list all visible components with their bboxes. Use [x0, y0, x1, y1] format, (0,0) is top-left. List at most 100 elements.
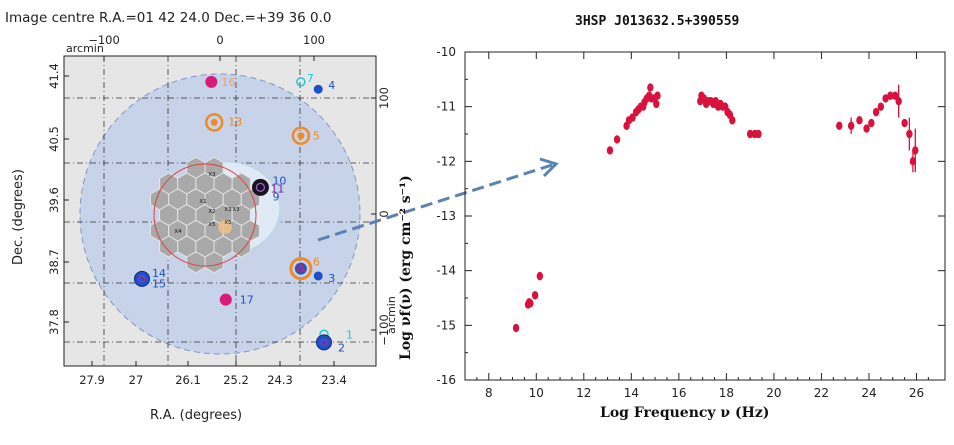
source-label: 10: [272, 174, 286, 187]
sed-point: [863, 124, 870, 133]
source-label: 2: [338, 341, 345, 354]
sed-point: [746, 129, 754, 139]
sed-x-tick-label: 8: [485, 386, 493, 400]
sed-point: [909, 157, 917, 166]
source-label: 7: [307, 72, 314, 85]
sed-x-tick-label: 10: [529, 386, 544, 400]
sed-point: [872, 107, 880, 117]
sed-point: [755, 129, 762, 139]
sed-x-tick-label: 26: [909, 386, 924, 400]
source-inner-ring: [255, 182, 266, 192]
sed-point: [847, 121, 855, 130]
top-axis-unit: arcmin: [66, 42, 104, 55]
sed-data-points: [512, 83, 919, 333]
source-label: 4: [328, 79, 335, 92]
sed-point: [647, 83, 654, 92]
right-axis-unit: arcmin: [385, 296, 398, 334]
source-label: 6: [313, 256, 320, 269]
source-ring: [291, 126, 311, 145]
y-tick-label: 37.8: [47, 309, 61, 335]
hex-label: X5: [224, 220, 232, 226]
sed-x-tick-label: 24: [861, 386, 876, 400]
y-tick-label: 39.6: [47, 187, 61, 213]
source-3: 3: [313, 271, 335, 285]
search-radius-circle: [153, 163, 257, 267]
source-7: 7: [296, 72, 314, 87]
hex-label: X3: [224, 207, 232, 213]
sed-point: [836, 121, 843, 130]
sed-point: [729, 116, 736, 125]
hex-label: X2: [208, 209, 215, 215]
sed-point: [653, 99, 660, 109]
map-y-axis-label: Dec. (degrees): [11, 169, 26, 265]
sed-x-tick-label: 14: [624, 386, 639, 400]
hexagon-tiling: [150, 156, 260, 274]
hexagon-tile: [204, 251, 224, 274]
top-tick-label: −100: [88, 33, 120, 47]
source-dot: [134, 270, 150, 287]
sed-title: 3HSP J013632.5+390559: [575, 14, 739, 29]
central-source-marker: [218, 220, 232, 234]
source-label: 14: [152, 267, 166, 280]
y-tick-label: 41.4: [47, 63, 61, 89]
source-dot: [313, 84, 323, 94]
x-tick-label: 23.4: [321, 373, 347, 387]
sed-point: [887, 91, 894, 100]
source-16: 16: [205, 75, 235, 89]
source-2: 2: [316, 334, 345, 354]
source-dot: [210, 118, 218, 126]
sed-point: [606, 146, 614, 155]
hex-label: X5: [208, 222, 216, 228]
source-label: 16: [221, 76, 235, 89]
source-10: 10: [251, 174, 286, 196]
source-11: 11: [270, 183, 284, 196]
x-tick-label: 24.3: [267, 373, 293, 387]
sed-y-tick-label: -16: [436, 373, 456, 387]
sed-y-tick-label: -14: [436, 264, 456, 278]
source-dot: [251, 178, 269, 196]
hexagon-tile: [186, 251, 206, 274]
source-label: 9: [272, 191, 279, 204]
sed-point: [912, 146, 919, 155]
sed-point: [512, 323, 520, 333]
sed-point: [527, 299, 534, 308]
source-ring: [296, 77, 306, 87]
top-tick-label: 0: [216, 33, 223, 47]
source-15: 15: [152, 277, 166, 290]
source-4: 4: [313, 79, 335, 94]
hex-label: X4: [174, 229, 182, 235]
source-dot: [316, 334, 332, 351]
sed-y-tick-label: -10: [436, 45, 456, 59]
source-5: 5: [291, 126, 320, 145]
sed-y-tick-label: -13: [436, 209, 456, 223]
sed-x-tick-label: 20: [766, 386, 781, 400]
right-tick-label: 0: [377, 210, 391, 217]
source-14: 14: [134, 267, 166, 287]
sed-x-tick-label: 18: [719, 386, 734, 400]
x-tick-label: 25.2: [223, 373, 249, 387]
x-tick-label: 26.1: [175, 373, 201, 387]
sed-x-axis-label: Log Frequency ν (Hz): [600, 405, 769, 421]
source-triangle: [296, 263, 306, 272]
sed-y-axis-label: Log νf(ν) (erg cm⁻² s⁻¹): [398, 175, 414, 360]
source-13: 13: [204, 113, 242, 132]
sed-point: [654, 91, 661, 100]
sed-point: [906, 129, 913, 139]
source-label: 13: [228, 115, 242, 128]
sed-y-tick-label: -12: [436, 154, 456, 168]
source-6: 6: [289, 256, 320, 281]
source-label: 15: [152, 277, 166, 290]
source-label: 1: [346, 328, 353, 341]
map-header: Image centre R.A.=01 42 24.0 Dec.=+39 36…: [5, 10, 332, 26]
sed-x-tick-label: 12: [576, 386, 591, 400]
hex-label: X1: [199, 199, 206, 205]
sed-point: [868, 118, 875, 128]
sed-point: [891, 91, 899, 100]
source-label: 17: [240, 294, 254, 307]
sed-point: [901, 118, 908, 128]
source-dot: [219, 293, 232, 306]
y-tick-label: 38.7: [47, 249, 61, 275]
source-ring: [289, 257, 313, 281]
